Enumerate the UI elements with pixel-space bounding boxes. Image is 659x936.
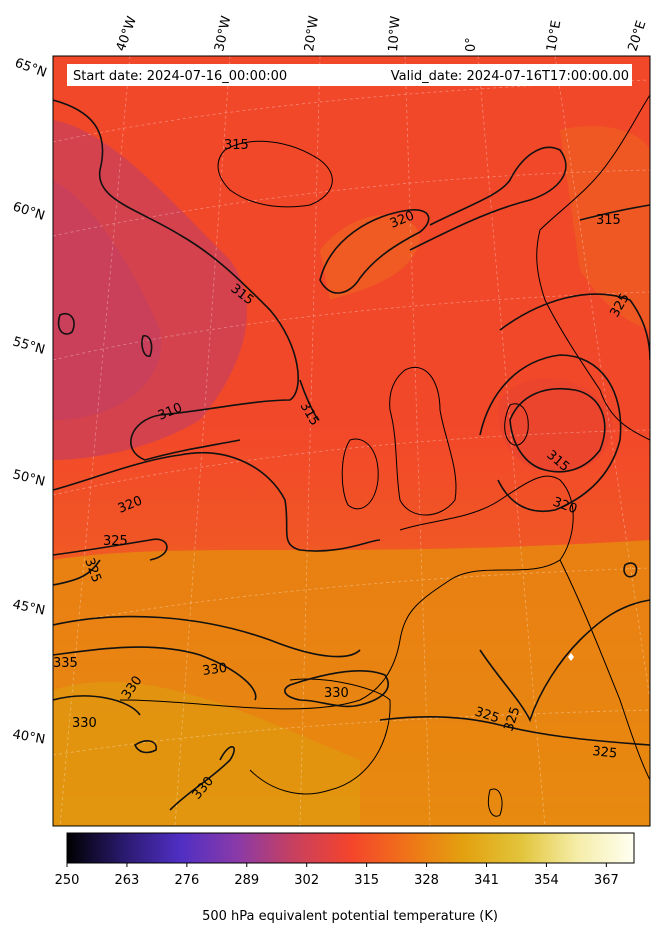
contour-330-a <box>53 615 361 658</box>
lon-label: 40°W <box>114 14 140 53</box>
cold-pool-core <box>53 180 162 420</box>
contour-315-b <box>509 388 606 473</box>
contour-320-c <box>319 209 430 294</box>
warm-filament <box>320 215 420 300</box>
coast-italy <box>559 559 650 781</box>
colorbar-tick-label: 250 <box>55 873 80 888</box>
contour-label: 315 <box>596 213 621 228</box>
contour-325-a <box>53 538 168 561</box>
lat-label: 50°N <box>11 467 46 489</box>
lat-label: 55°N <box>11 334 47 357</box>
contour-label: 325 <box>103 534 128 549</box>
lon-label: 20°E <box>626 19 650 53</box>
contour-small-c <box>134 740 157 754</box>
contour-325-b <box>53 559 101 586</box>
lat-label: 60°N <box>11 200 47 224</box>
lon-label: 0° <box>464 37 479 52</box>
contour-320-b <box>479 354 622 512</box>
colorbar-tick-label: 302 <box>294 873 319 888</box>
contour-320-a <box>53 451 381 552</box>
contour-315-a <box>53 99 299 461</box>
contour-label: 325 <box>502 705 524 733</box>
contours <box>53 99 650 811</box>
contour-label: 325 <box>592 744 618 762</box>
marker-icon <box>568 653 574 661</box>
contour-label: 335 <box>53 656 78 671</box>
contour-330-d <box>53 695 141 716</box>
contour-small-a <box>57 313 75 335</box>
colorbar-label: 500 hPa equivalent potential temperature… <box>202 909 498 924</box>
coast-scandinavia <box>536 94 650 441</box>
contour-315-d <box>299 379 319 421</box>
lat-label: 45°N <box>11 597 46 618</box>
colorbar-tick-label: 315 <box>354 873 379 888</box>
colorbar-tick-label: 289 <box>234 873 259 888</box>
start-date-text: Start date: 2024-07-16_00:00:00 <box>73 69 287 84</box>
lon-label: 30°W <box>212 14 234 52</box>
coast-iberia <box>249 678 391 795</box>
scandinavia-cool <box>498 378 612 472</box>
coast-denmark <box>504 403 529 446</box>
lon-label: 10°E <box>544 19 564 52</box>
longitude-labels: 40°W 30°W 20°W 10°W 0° 10°E 20°E <box>114 14 650 53</box>
lat-label: 65°N <box>13 56 49 81</box>
header-box <box>67 64 632 86</box>
colorbar-tick-label: 341 <box>474 873 499 888</box>
contour-330-e <box>169 746 235 811</box>
map-frame <box>52 55 651 827</box>
contour-325-e <box>499 293 650 361</box>
contour-330-b <box>53 646 257 701</box>
colorbar <box>66 832 635 864</box>
colorbar-tick-label: 276 <box>174 873 199 888</box>
coast-iceland <box>217 140 333 208</box>
warm-filament-north <box>560 126 650 330</box>
colorbar-tick-label: 354 <box>534 873 559 888</box>
map-area: 315 315 320 315 315 325 310 315 320 325 … <box>53 56 650 826</box>
coast-ireland <box>341 438 379 510</box>
lon-label: 20°W <box>302 15 322 53</box>
contour-small-b <box>141 335 153 357</box>
colorbar-ticks: 250 263 276 289 302 315 328 341 354 367 <box>55 863 619 888</box>
contour-325-d <box>479 599 650 723</box>
latitude-labels: 65°N 60°N 55°N 50°N 45°N 40°N <box>11 56 49 748</box>
contour-label: 315 <box>224 138 249 153</box>
contour-label: 330 <box>201 661 228 679</box>
colorbar-tick-label: 263 <box>115 873 140 888</box>
coastlines <box>119 94 650 817</box>
valid-date-text: Valid_date: 2024-07-16T17:00:00.00 <box>391 69 629 84</box>
coast-great-britain <box>389 367 457 516</box>
contour-330-c <box>284 670 389 708</box>
colorbar-tick-label: 367 <box>594 873 619 888</box>
lon-label: 10°W <box>386 15 403 52</box>
contour-label: 330 <box>72 716 97 731</box>
contour-320-d <box>409 146 567 251</box>
contour-label: 330 <box>324 686 349 701</box>
coast-sardinia <box>487 788 503 817</box>
contour-325-c <box>379 715 650 746</box>
contour-315-c <box>579 204 650 221</box>
colorbar-tick-label: 328 <box>414 873 439 888</box>
contour-label: 325 <box>473 705 501 727</box>
lat-label: 40°N <box>11 727 46 747</box>
contour-small-d <box>623 562 638 578</box>
